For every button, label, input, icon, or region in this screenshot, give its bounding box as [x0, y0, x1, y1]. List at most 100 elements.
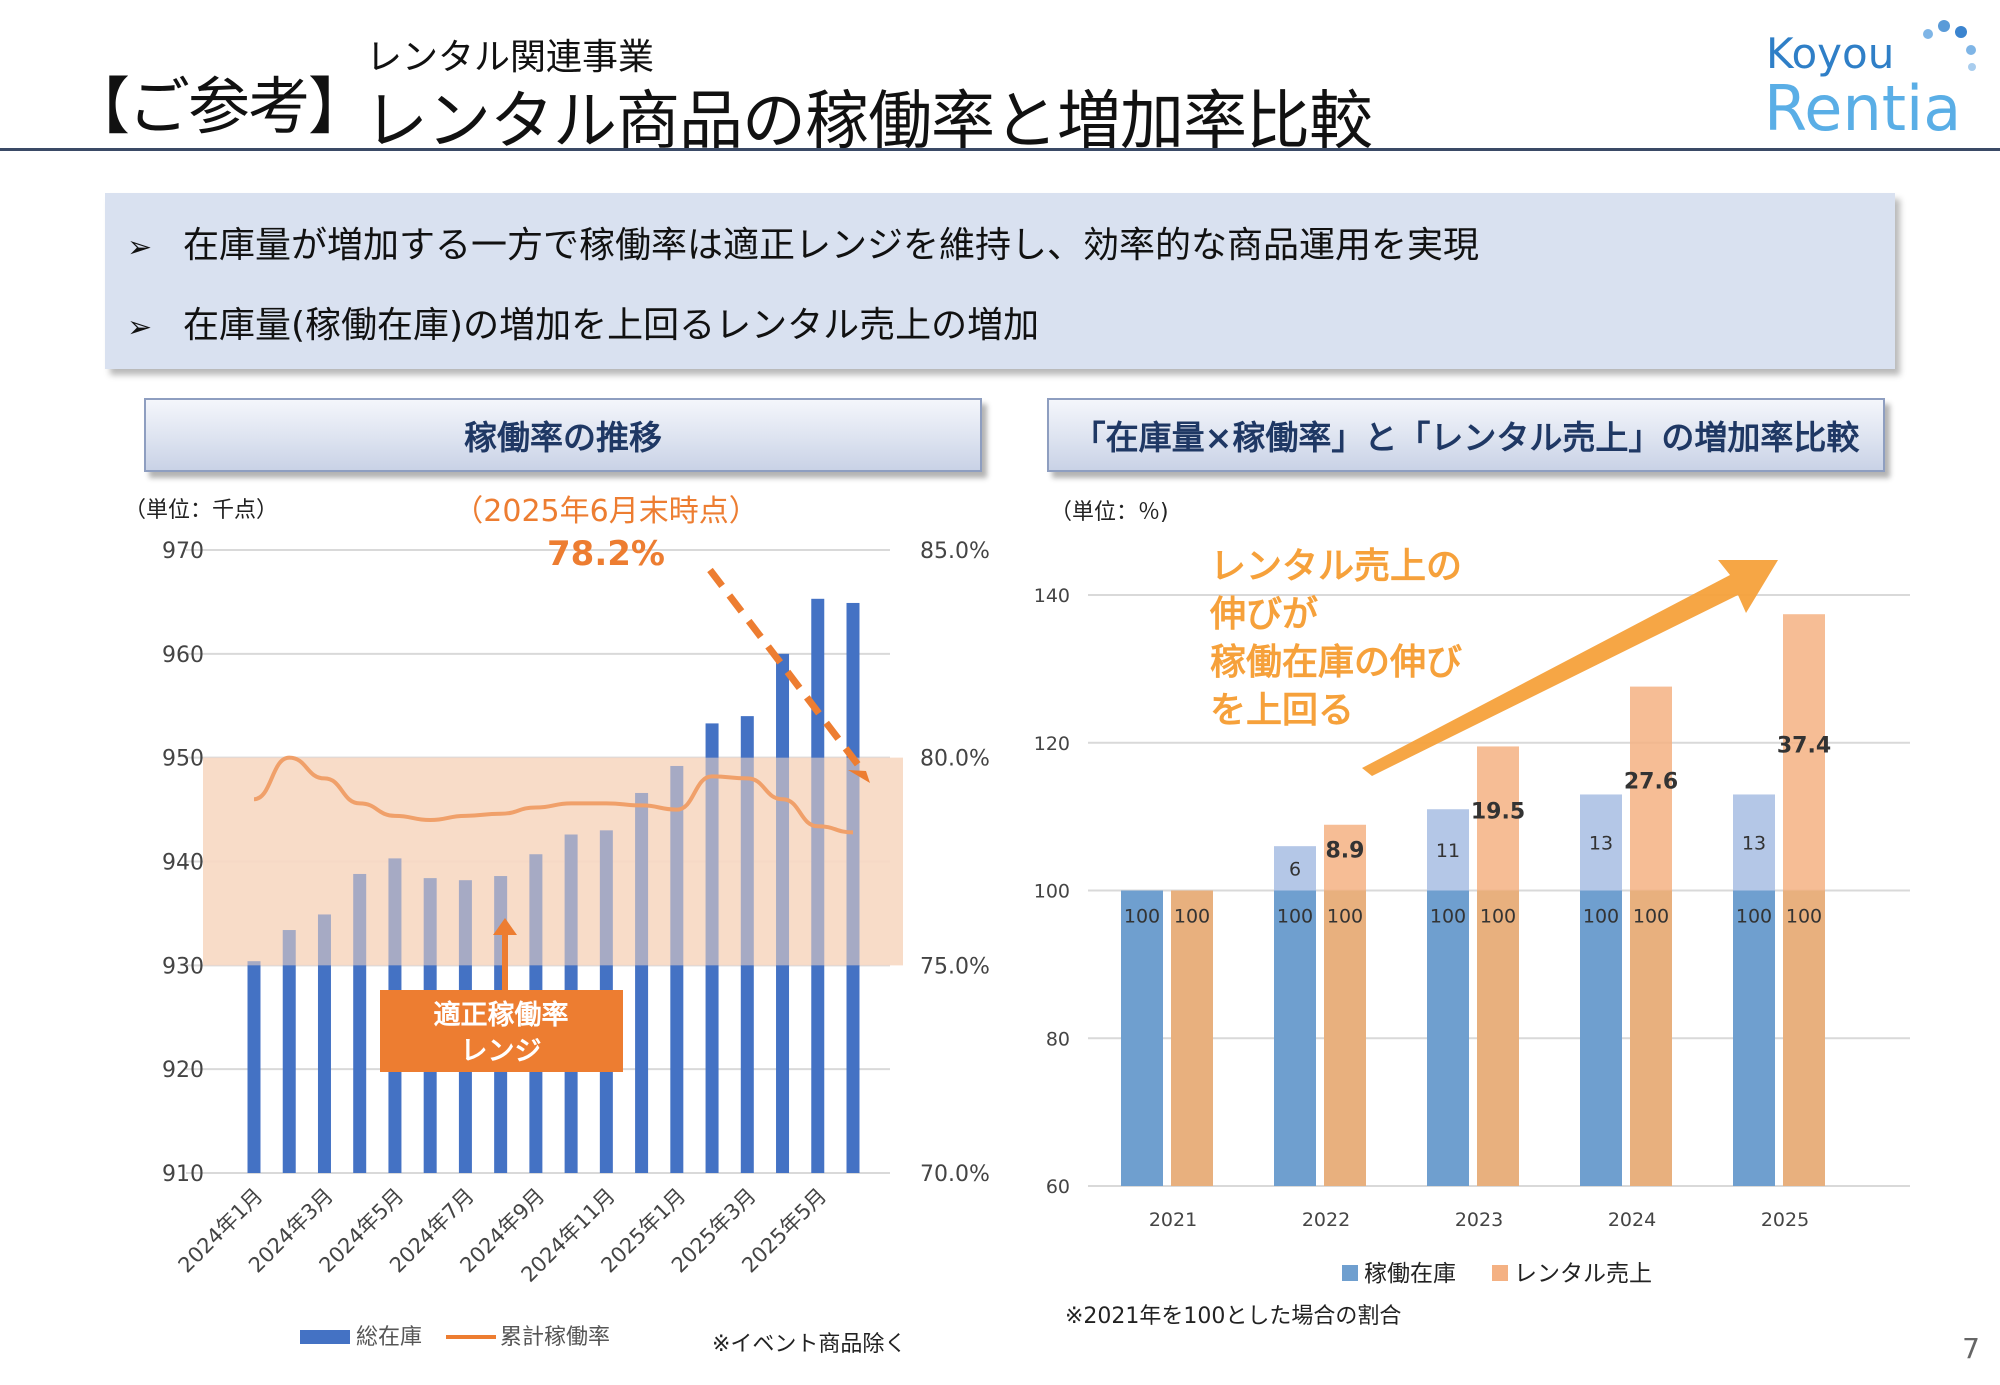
- left-x-axis-ticks: 2024年1月2024年3月2024年5月2024年7月2024年9月2024年…: [174, 1184, 832, 1287]
- rental-sales-increase-label: 37.4: [1777, 733, 1831, 758]
- left-y-tick-label: 970: [162, 539, 204, 564]
- rental-sales-increase-bar: [1783, 614, 1825, 891]
- callout-arrowhead: [848, 770, 870, 783]
- summary-box: ➢ 在庫量が増加する一方で稼働率は適正レンジを維持し、効率的な商品運用を実現 ➢ 在…: [105, 193, 1895, 369]
- left-footnote: ※イベント商品除く: [712, 1332, 906, 1357]
- rental-sales-base-bar: [1630, 890, 1672, 1186]
- rental-sales-increase-bar: [1630, 686, 1672, 891]
- right-x-tick-label: 2022: [1302, 1209, 1350, 1231]
- left-y2-tick-label: 75.0%: [920, 954, 990, 979]
- rental-sales-increase-bar: [1477, 746, 1519, 891]
- left-y2-tick-label: 85.0%: [920, 539, 990, 564]
- left-y-axis-ticks: 910 920 930 940 950 960 970: [162, 539, 204, 1187]
- left-y-tick-label: 950: [162, 747, 204, 772]
- operating-inventory-increase-bar: [1274, 846, 1316, 891]
- operating-inventory-base-label: 100: [1430, 906, 1466, 928]
- rental-sales-base-bar: [1783, 890, 1825, 1186]
- right-y-tick-label: 140: [1034, 585, 1070, 607]
- legend-inventory-swatch: [300, 1330, 350, 1344]
- summary-bullet-1: ➢ 在庫量が増加する一方で稼働率は適正レンジを維持し、効率的な商品運用を実現: [127, 216, 1479, 268]
- appropriate-range-band-overlay: [203, 757, 903, 966]
- rental-sales-base-bar: [1324, 890, 1366, 1186]
- range-label-line1: 適正稼働率: [434, 999, 569, 1031]
- growth-callout-line: を上回る: [1210, 690, 1354, 731]
- operating-inventory-increase-label: 13: [1742, 832, 1766, 854]
- page-subtitle: レンタル関連事業: [366, 37, 655, 78]
- right-y-axis-ticks: 60 80 100 120 140: [1034, 585, 1070, 1198]
- operating-inventory-base-label: 100: [1736, 906, 1772, 928]
- right-y-tick-label: 100: [1034, 881, 1070, 903]
- reference-label: 【ご参考】: [68, 70, 370, 143]
- range-label-line2: レンジ: [461, 1036, 542, 1067]
- growth-callout-line: レンタル売上の: [1210, 546, 1462, 587]
- left-y2-tick-label: 70.0%: [920, 1162, 990, 1187]
- legend-inventory-label: 総在庫: [356, 1325, 422, 1350]
- callout-date: （2025年6月末時点）: [453, 494, 758, 529]
- operating-inventory-increase-bar: [1427, 809, 1469, 891]
- summary-bullet-2: ➢ 在庫量(稼働在庫)の増加を上回るレンタル売上の増加: [127, 296, 1039, 348]
- growth-arrow-icon: [1362, 560, 1778, 776]
- left-y-tick-label: 960: [162, 643, 204, 668]
- legend-operating-inventory-swatch: [1342, 1265, 1358, 1281]
- right-footnote: ※2021年を100とした場合の割合: [1065, 1304, 1401, 1329]
- callout-dashed-arrow: [707, 567, 865, 773]
- rental-sales-increase-label: 8.9: [1326, 839, 1365, 864]
- legend-rental-sales-label: レンタル売上: [1514, 1261, 1652, 1287]
- left-y-tick-label: 920: [162, 1058, 204, 1083]
- rental-sales-base-label: 100: [1480, 906, 1516, 928]
- right-x-tick-label: 2024: [1608, 1209, 1656, 1231]
- summary-text-1: 在庫量が増加する一方で稼働率は適正レンジを維持し、効率的な商品運用を実現: [183, 225, 1480, 266]
- operating-inventory-base-bar: [1580, 890, 1622, 1186]
- rental-sales-increase-bar: [1324, 824, 1366, 891]
- inventory-bar: [282, 930, 296, 1173]
- right-y-tick-label: 120: [1034, 733, 1070, 755]
- page-number: 7: [1962, 1332, 1980, 1365]
- arrow-bullet-icon: ➢: [127, 310, 153, 345]
- right-y-tick-label: 80: [1046, 1028, 1070, 1050]
- left-y2-tick-label: 80.0%: [920, 747, 990, 772]
- utilization-chart: 910 920 930 940 950 960 970 70.0% 75.0% 80.0% 85.…: [162, 494, 990, 1357]
- summary-text-2: 在庫量(稼働在庫)の増加を上回るレンタル売上の増加: [183, 305, 1040, 346]
- growth-section-heading: 「在庫量×稼働率」と「レンタル売上」の増加率比較: [1047, 398, 1885, 472]
- growth-callout-line: 伸びが: [1209, 594, 1318, 635]
- utilization-line: [253, 755, 854, 835]
- right-x-axis-ticks: 2021 2022 2023 2024 2025: [1149, 1209, 1809, 1231]
- header-divider: [0, 148, 2000, 151]
- operating-inventory-increase-bar: [1580, 794, 1622, 891]
- growth-comparison-chart: 100 100 6 100 8.9 100 11 100 19.5 100 13 100 27.6 100…: [1034, 546, 1910, 1329]
- operating-inventory-base-bar: [1121, 890, 1163, 1186]
- legend-operating-inventory-label: 稼働在庫: [1364, 1261, 1456, 1287]
- page-title: レンタル商品の稼働率と増加率比較: [364, 85, 1373, 159]
- rental-sales-base-bar: [1171, 890, 1213, 1186]
- operating-inventory-base-label: 100: [1124, 906, 1160, 928]
- operating-inventory-increase-label: 6: [1289, 858, 1301, 880]
- rental-sales-increase-label: 27.6: [1624, 770, 1678, 795]
- legend-rental-sales-swatch: [1492, 1265, 1508, 1281]
- growth-callout-line: 稼働在庫の伸び: [1210, 642, 1462, 683]
- rental-sales-increase-label: 19.5: [1471, 799, 1525, 824]
- rental-sales-base-bar: [1477, 890, 1519, 1186]
- rental-sales-base-label: 100: [1327, 906, 1363, 928]
- left-y-tick-label: 930: [162, 954, 204, 979]
- growth-bars: 100 100 6 100 8.9 100 11 100 19.5 100 13 100 27.6 100…: [1121, 614, 1831, 1186]
- company-logo: Koyou Rentia: [1764, 20, 1976, 142]
- rental-sales-base-label: 100: [1174, 906, 1210, 928]
- rental-sales-base-label: 100: [1633, 906, 1669, 928]
- operating-inventory-increase-bar: [1733, 794, 1775, 891]
- operating-inventory-increase-label: 11: [1436, 840, 1460, 862]
- operating-inventory-increase-label: 13: [1589, 832, 1613, 854]
- inventory-bar: [317, 914, 331, 1173]
- right-y-tick-label: 60: [1046, 1176, 1070, 1198]
- left-y-tick-label: 940: [162, 851, 204, 876]
- logo-line2: Rentia: [1764, 72, 1961, 142]
- logo-line1: Koyou: [1766, 29, 1894, 78]
- utilization-section-heading: 稼働率の推移: [144, 398, 982, 472]
- left-y-tick-label: 910: [162, 1162, 204, 1187]
- right-x-tick-label: 2021: [1149, 1209, 1197, 1231]
- range-label-box: [380, 990, 623, 1072]
- rental-sales-base-label: 100: [1786, 906, 1822, 928]
- operating-inventory-base-bar: [1274, 890, 1316, 1186]
- inventory-bar: [247, 961, 261, 1173]
- right-x-tick-label: 2023: [1455, 1209, 1503, 1231]
